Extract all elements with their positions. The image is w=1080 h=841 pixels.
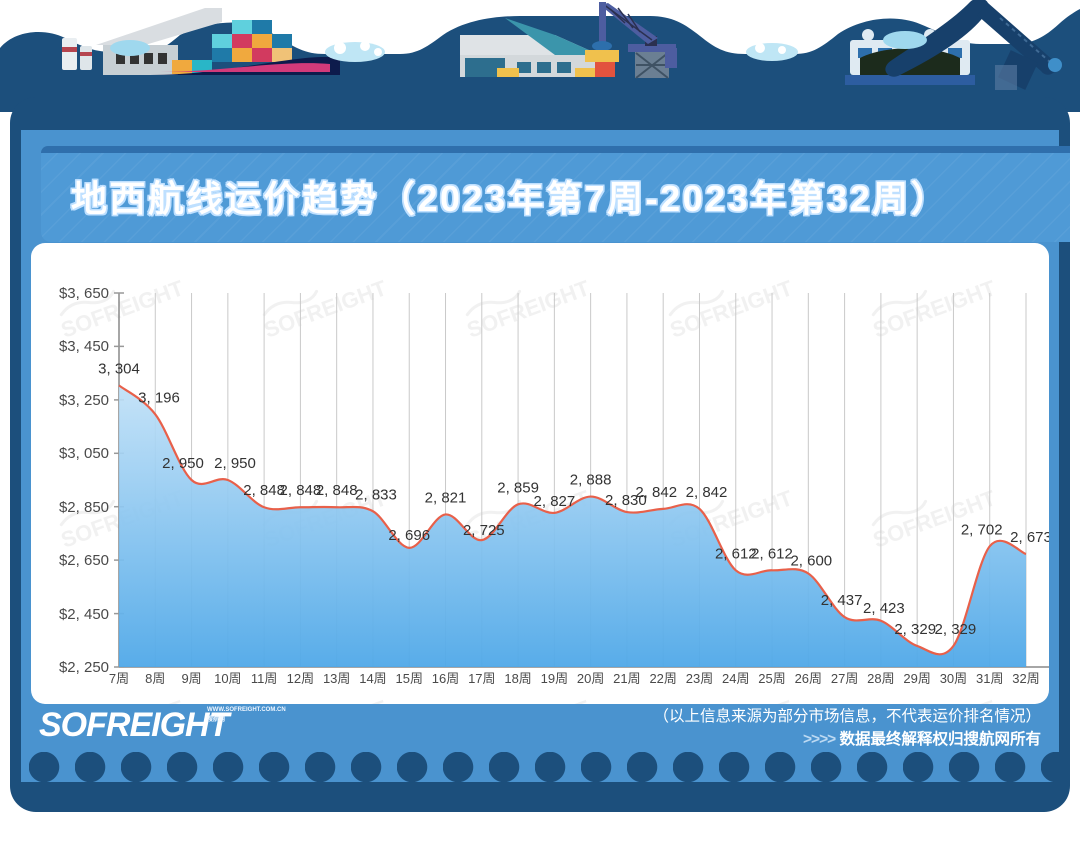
svg-text:2, 329: 2, 329 bbox=[894, 621, 936, 638]
svg-text:30周: 30周 bbox=[940, 671, 967, 686]
svg-text:2, 950: 2, 950 bbox=[162, 455, 204, 472]
svg-text:16周: 16周 bbox=[432, 671, 459, 686]
svg-text:32周: 32周 bbox=[1012, 671, 1039, 686]
svg-text:11周: 11周 bbox=[251, 671, 278, 686]
svg-text:$3, 650: $3, 650 bbox=[59, 285, 109, 302]
svg-text:2, 827: 2, 827 bbox=[534, 493, 576, 510]
svg-text:12周: 12周 bbox=[287, 671, 314, 686]
svg-text:$2, 250: $2, 250 bbox=[59, 659, 109, 676]
svg-text:$3, 250: $3, 250 bbox=[59, 392, 109, 409]
svg-text:2, 821: 2, 821 bbox=[425, 490, 467, 507]
svg-text:21周: 21周 bbox=[613, 671, 640, 686]
svg-text:25周: 25周 bbox=[758, 671, 785, 686]
svg-text:10周: 10周 bbox=[214, 671, 241, 686]
svg-text:29周: 29周 bbox=[903, 671, 930, 686]
svg-text:3, 304: 3, 304 bbox=[98, 360, 140, 377]
svg-text:2, 842: 2, 842 bbox=[686, 484, 728, 501]
svg-text:9周: 9周 bbox=[181, 671, 201, 686]
svg-text:2, 725: 2, 725 bbox=[463, 522, 505, 539]
svg-text:8周: 8周 bbox=[145, 671, 165, 686]
svg-text:2, 612: 2, 612 bbox=[751, 545, 793, 562]
svg-text:$2, 650: $2, 650 bbox=[59, 552, 109, 569]
svg-text:31周: 31周 bbox=[976, 671, 1003, 686]
svg-text:2, 423: 2, 423 bbox=[863, 600, 905, 617]
svg-text:13周: 13周 bbox=[323, 671, 350, 686]
svg-text:28周: 28周 bbox=[867, 671, 894, 686]
svg-text:$3, 450: $3, 450 bbox=[59, 338, 109, 355]
svg-text:2, 848: 2, 848 bbox=[316, 482, 358, 499]
svg-text:2, 842: 2, 842 bbox=[635, 484, 677, 501]
svg-text:26周: 26周 bbox=[795, 671, 822, 686]
svg-text:20周: 20周 bbox=[577, 671, 604, 686]
svg-text:2, 950: 2, 950 bbox=[214, 455, 256, 472]
svg-text:24周: 24周 bbox=[722, 671, 749, 686]
svg-text:$2, 850: $2, 850 bbox=[59, 499, 109, 516]
svg-text:2, 702: 2, 702 bbox=[961, 521, 1003, 538]
svg-text:15周: 15周 bbox=[396, 671, 423, 686]
svg-text:3, 196: 3, 196 bbox=[138, 389, 180, 406]
svg-text:2, 833: 2, 833 bbox=[355, 486, 397, 503]
svg-text:$2, 450: $2, 450 bbox=[59, 606, 109, 623]
svg-text:14周: 14周 bbox=[359, 671, 386, 686]
svg-text:22周: 22周 bbox=[649, 671, 676, 686]
svg-text:27周: 27周 bbox=[831, 671, 858, 686]
svg-text:23周: 23周 bbox=[686, 671, 713, 686]
svg-text:$3, 050: $3, 050 bbox=[59, 445, 109, 462]
svg-text:2, 437: 2, 437 bbox=[821, 592, 863, 609]
svg-text:2, 673: 2, 673 bbox=[1010, 529, 1049, 546]
svg-text:7周: 7周 bbox=[109, 671, 129, 686]
svg-text:2, 696: 2, 696 bbox=[388, 527, 430, 544]
svg-text:2, 600: 2, 600 bbox=[790, 553, 832, 570]
svg-text:19周: 19周 bbox=[541, 671, 568, 686]
svg-text:2, 888: 2, 888 bbox=[570, 472, 612, 489]
svg-text:17周: 17周 bbox=[468, 671, 495, 686]
svg-text:2, 329: 2, 329 bbox=[935, 621, 977, 638]
svg-text:18周: 18周 bbox=[504, 671, 531, 686]
